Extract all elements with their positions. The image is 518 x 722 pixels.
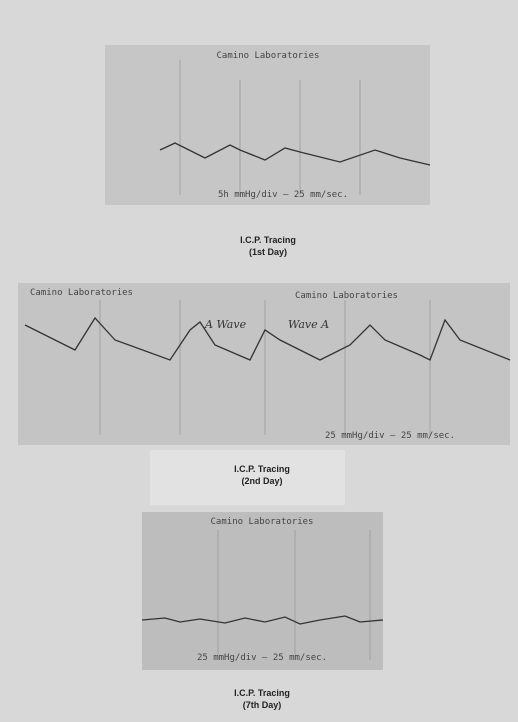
annotation: A Wave	[204, 318, 247, 331]
caption-title: I.C.P. Tracing	[234, 464, 290, 474]
caption-day: (2nd Day)	[241, 476, 282, 486]
caption-day: (7th Day)	[243, 700, 282, 710]
caption-title: I.C.P. Tracing	[240, 235, 296, 245]
annotation: Wave A	[288, 318, 329, 331]
caption-title: I.C.P. Tracing	[234, 688, 290, 698]
page: Camino Laboratories 5h mmHg/div — 25 mm/…	[0, 0, 518, 722]
panel-header: Camino Laboratories	[295, 291, 398, 301]
tracing-panel	[142, 512, 383, 670]
scale-label: 25 mmHg/div — 25 mm/sec.	[325, 431, 455, 441]
scale-label: 5h mmHg/div — 25 mm/sec.	[218, 190, 348, 200]
tracing-panel	[105, 45, 430, 205]
scale-label: 25 mmHg/div — 25 mm/sec.	[197, 653, 327, 663]
panel-header: Camino Laboratories	[217, 51, 320, 61]
caption-day: (1st Day)	[249, 247, 287, 257]
panel-header: Camino Laboratories	[30, 288, 133, 298]
panel-header: Camino Laboratories	[211, 517, 314, 527]
tracing-panel	[18, 283, 510, 445]
